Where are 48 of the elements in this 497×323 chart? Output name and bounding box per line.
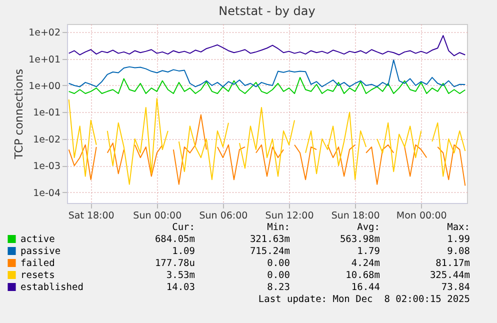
line-series	[68, 77, 466, 94]
text: 8.23	[267, 282, 290, 294]
text: 0.00	[267, 270, 290, 282]
legend-label: passive	[20, 246, 61, 257]
y-tick-label: 1e-04	[33, 188, 60, 199]
text: 81.17m	[436, 258, 470, 270]
y-tick-label: 1e-01	[33, 108, 60, 119]
text: 1.79	[357, 246, 380, 258]
x-tick-label: Sat 18:00	[68, 210, 114, 222]
y-tick-label: 1e+00	[28, 80, 60, 92]
text: 14.03	[166, 282, 195, 294]
x-tick-label: Sun 06:00	[199, 210, 248, 222]
text: 325.44m	[430, 270, 470, 282]
text: Min:	[267, 222, 290, 234]
legend-label: failed	[20, 258, 55, 269]
text: 1.99	[447, 234, 470, 246]
legend-label: resets	[20, 270, 55, 281]
text: Cur:	[172, 222, 195, 234]
x-tick-label: Sun 00:00	[133, 210, 182, 222]
line-series	[68, 59, 466, 88]
y-tick-label: 1e+01	[28, 54, 60, 66]
line-series	[68, 35, 466, 56]
text: 10.68m	[346, 270, 380, 282]
text: 9.08	[447, 246, 470, 258]
x-tick-label: Mon 00:00	[396, 210, 447, 222]
text: Avg:	[357, 222, 380, 234]
y-tick-label: 1e-03	[33, 161, 60, 172]
legend-label: established	[20, 282, 84, 293]
text: 177.78u	[154, 258, 195, 270]
text: 73.84	[441, 282, 470, 294]
text: Last update: Mon Dec 8 02:00:15 2025	[258, 294, 470, 306]
text: 684.05m	[154, 234, 195, 246]
x-tick-label: Sun 18:00	[331, 210, 380, 222]
x-tick-label: Sun 12:00	[265, 210, 314, 222]
chart-title: Netstat - by day	[218, 4, 316, 18]
text: 715.24m	[250, 246, 290, 258]
text: 16.44	[351, 282, 380, 294]
legend-label: active	[20, 234, 56, 245]
text: Max:	[447, 222, 470, 234]
y-axis-title: TCP connections	[12, 68, 26, 160]
y-tick-label: 1e-02	[33, 134, 60, 146]
text: 4.24m	[351, 258, 380, 270]
text: 563.98m	[340, 234, 380, 246]
y-tick-label: 1e+02	[28, 28, 60, 39]
text: 1.09	[172, 246, 195, 258]
text: 321.63m	[250, 234, 290, 246]
text: 3.53m	[166, 270, 195, 282]
text: 0.00	[267, 258, 290, 270]
